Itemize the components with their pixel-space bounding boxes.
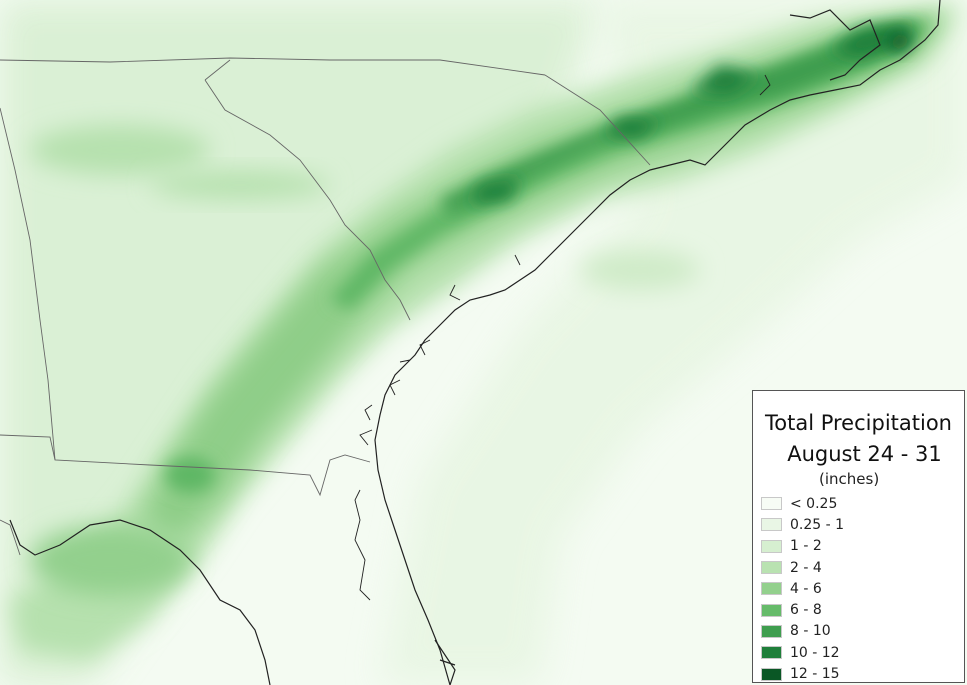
coastline-lake — [434, 639, 456, 685]
legend-subtitle: August 24 - 31 — [787, 442, 942, 466]
boundary-al-fl — [0, 519, 21, 556]
precip-zone-light — [380, 0, 967, 685]
legend-label: 1 - 2 — [790, 538, 822, 555]
legend-label: 12 - 15 — [790, 666, 840, 683]
legend-label: 10 - 12 — [790, 644, 840, 661]
boundary-ga-al — [0, 107, 56, 461]
legend-swatch — [761, 582, 782, 596]
legend-label: 4 - 6 — [790, 580, 822, 597]
precip-zone-max — [885, 30, 915, 52]
legend-item: 6 - 8 — [761, 599, 844, 620]
legend-item: 0.25 - 1 — [761, 514, 844, 535]
legend-swatch — [761, 539, 782, 553]
boundary-tn-nc — [0, 57, 546, 76]
legend-title: Total Precipitation — [765, 411, 952, 435]
coastline-atlantic — [374, 0, 941, 685]
legend-swatch — [761, 497, 782, 511]
legend-swatch — [761, 603, 782, 617]
legend-item: < 0.25 — [761, 493, 844, 514]
coastline-gulf — [9, 519, 271, 685]
precip-zone-extreme — [470, 22, 915, 205]
legend-item: 8 - 10 — [761, 621, 844, 642]
precip-zone-light — [150, 171, 330, 199]
boundary-nc-sc — [204, 59, 651, 321]
legend-item: 12 - 15 — [761, 663, 844, 684]
legend-label: 0.25 - 1 — [790, 516, 845, 533]
legend-item: 2 - 4 — [761, 557, 844, 578]
coastline-pamlico — [789, 9, 881, 81]
legend-label: 8 - 10 — [790, 623, 831, 640]
precip-zone-light — [580, 250, 700, 290]
precip-zone-very-heavy — [440, 25, 925, 215]
coastline-inlets — [354, 74, 771, 601]
boundary-ga-fl — [0, 434, 371, 497]
legend-label: 6 - 8 — [790, 602, 822, 619]
legend-swatch — [761, 561, 782, 575]
legend-label: < 0.25 — [790, 495, 838, 512]
legend-swatch — [761, 624, 782, 638]
precip-zone-light — [30, 125, 210, 175]
legend: Total Precipitation August 24 - 31 (inch… — [752, 390, 965, 683]
legend-swatch — [761, 518, 782, 532]
precip-zone-moderate — [30, 525, 190, 595]
legend-units: (inches) — [819, 470, 880, 488]
precip-zone-heavier — [165, 457, 215, 493]
coastline — [9, 0, 941, 685]
legend-item: 4 - 6 — [761, 578, 844, 599]
legend-item: 10 - 12 — [761, 642, 844, 663]
state-boundaries — [0, 57, 651, 556]
legend-swatch — [761, 667, 782, 681]
legend-item: 1 - 2 — [761, 536, 844, 557]
legend-label: 2 - 4 — [790, 559, 822, 576]
legend-swatch — [761, 646, 782, 660]
legend-list: < 0.25 0.25 - 1 1 - 2 2 - 4 4 - 6 6 - 8 — [761, 493, 844, 685]
